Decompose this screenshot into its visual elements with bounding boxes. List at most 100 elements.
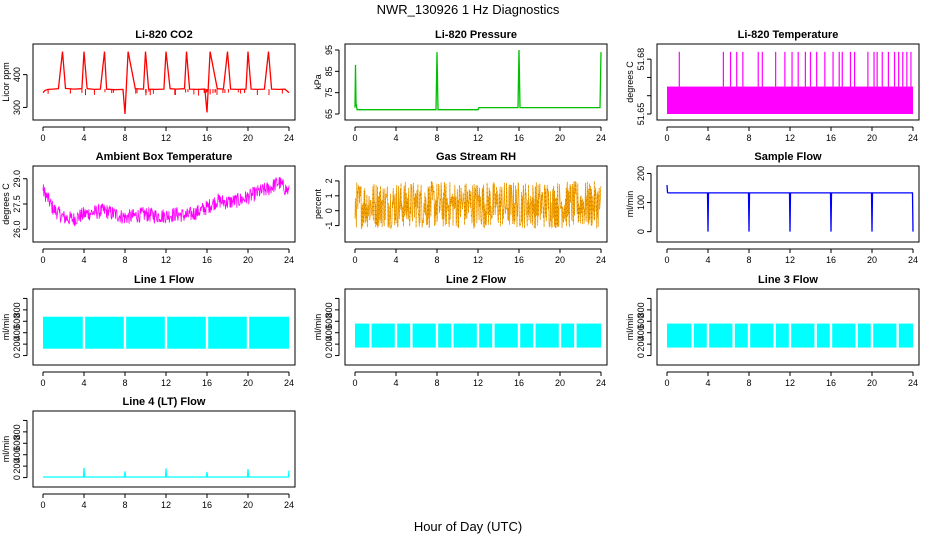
x-tick-label: 12 xyxy=(161,255,171,265)
x-tick-label: 0 xyxy=(664,133,669,143)
y-tick-label: 800 xyxy=(324,302,334,317)
y-tick-label: 51.65 xyxy=(636,103,646,126)
y-axis-label: ml/min xyxy=(313,314,323,341)
flow-gap xyxy=(814,322,817,349)
y-tick-label: 200 xyxy=(324,337,334,352)
x-tick-label: 4 xyxy=(705,133,710,143)
plot-area xyxy=(42,176,290,227)
x-tick-label: 24 xyxy=(908,378,918,388)
x-tick-label: 16 xyxy=(202,133,212,143)
x-tick-label: 4 xyxy=(705,378,710,388)
x-tick-label: 12 xyxy=(785,378,795,388)
y-tick-label: 1 xyxy=(324,193,334,198)
y-axis-label: percent xyxy=(313,188,323,219)
y-tick-label: -1 xyxy=(324,222,334,230)
plot-frame xyxy=(32,43,296,121)
x-tick-label: 20 xyxy=(243,500,253,510)
x-tick-label: 4 xyxy=(81,255,86,265)
flow-gap xyxy=(558,322,562,349)
x-tick-label: 8 xyxy=(434,255,439,265)
x-tick-label: 20 xyxy=(555,255,565,265)
y-tick-label: 800 xyxy=(636,302,646,317)
flow-gap xyxy=(205,315,209,350)
li820_pressure-series xyxy=(354,49,602,111)
flow-gap xyxy=(451,322,454,349)
flow-gap xyxy=(829,322,833,349)
plot-area xyxy=(355,322,601,349)
plot-frame xyxy=(32,410,296,488)
plot-area xyxy=(667,322,913,349)
chart-panel-ambient_box_temperature: Ambient Box Temperature degrees C 0 4 8 12 16 2… xyxy=(1,151,296,265)
panel-title: Sample Flow xyxy=(754,151,822,163)
ambient-temperature-series xyxy=(42,176,290,227)
x-tick-label: 0 xyxy=(40,378,45,388)
y-tick-label: 26.0 xyxy=(12,220,22,238)
x-tick-label: 0 xyxy=(664,255,669,265)
x-tick-label: 16 xyxy=(514,378,524,388)
line4_flow-series xyxy=(43,467,290,478)
panel-title: Li-820 Pressure xyxy=(435,29,517,41)
x-tick-label: 16 xyxy=(202,255,212,265)
x-tick-label: 8 xyxy=(122,255,127,265)
flow-gap xyxy=(517,322,521,349)
plot-frame xyxy=(656,165,920,243)
y-tick-label: 800 xyxy=(12,302,22,317)
y-tick-label: 51.68 xyxy=(636,48,646,71)
y-axis-label: ml/min xyxy=(625,191,635,218)
x-tick-label: 12 xyxy=(473,255,483,265)
x-tick-label: 8 xyxy=(746,378,751,388)
panel-title: Li-820 Temperature xyxy=(738,29,839,41)
x-tick-label: 4 xyxy=(81,378,86,388)
x-tick-label: 4 xyxy=(81,133,86,143)
plot-frame xyxy=(344,288,608,366)
x-tick-label: 24 xyxy=(596,133,606,143)
x-tick-label: 20 xyxy=(243,378,253,388)
y-axis-label: degrees C xyxy=(1,183,11,225)
x-tick-label: 24 xyxy=(596,378,606,388)
y-tick-label: 0 xyxy=(636,229,646,234)
flow-gap xyxy=(435,322,439,349)
plot-area xyxy=(43,315,289,350)
flow-gap xyxy=(410,322,413,349)
x-tick-label: 20 xyxy=(555,378,565,388)
flow-gap xyxy=(164,315,168,350)
x-tick-label: 24 xyxy=(284,378,294,388)
x-tick-label: 16 xyxy=(202,378,212,388)
plot-area xyxy=(43,467,290,478)
x-tick-label: 20 xyxy=(555,133,565,143)
chart-panel-li820_co2: Li-820 CO2 Licor ppm 0 4 8 12 16 20 24 300 400 xyxy=(1,29,296,143)
x-tick-label: 12 xyxy=(785,255,795,265)
figure-x-axis-label: Hour of Day (UTC) xyxy=(414,519,522,534)
x-tick-label: 8 xyxy=(434,133,439,143)
x-tick-label: 4 xyxy=(81,500,86,510)
x-tick-label: 16 xyxy=(514,133,524,143)
x-tick-label: 24 xyxy=(596,255,606,265)
y-tick-label: 29.0 xyxy=(12,170,22,188)
y-tick-label: 200 xyxy=(636,337,646,352)
y-tick-label: 95 xyxy=(324,45,334,55)
flow-gap xyxy=(394,322,398,349)
x-tick-label: 20 xyxy=(867,378,877,388)
y-tick-label: 75 xyxy=(324,88,334,98)
chart-panel-li820_temperature: Li-820 Temperature degrees C 0 4 8 12 16 20 24 51… xyxy=(625,29,920,143)
y-tick-label: 400 xyxy=(12,67,22,82)
flow-gap xyxy=(706,322,710,349)
y-tick-label: 400 xyxy=(324,325,334,340)
x-tick-label: 4 xyxy=(393,378,398,388)
x-tick-label: 24 xyxy=(908,255,918,265)
x-tick-label: 8 xyxy=(122,500,127,510)
x-tick-label: 20 xyxy=(867,255,877,265)
rh-series xyxy=(354,180,602,230)
y-tick-label: 600 xyxy=(636,314,646,329)
y-axis-label: kPa xyxy=(313,74,323,90)
sample_flow-series xyxy=(666,185,914,232)
figure-title: NWR_130926 1 Hz Diagnostics xyxy=(377,2,560,17)
panel-title: Li-820 CO2 xyxy=(135,29,192,41)
x-tick-label: 0 xyxy=(40,255,45,265)
y-tick-label: 600 xyxy=(12,314,22,329)
panel-title: Ambient Box Temperature xyxy=(96,151,233,163)
